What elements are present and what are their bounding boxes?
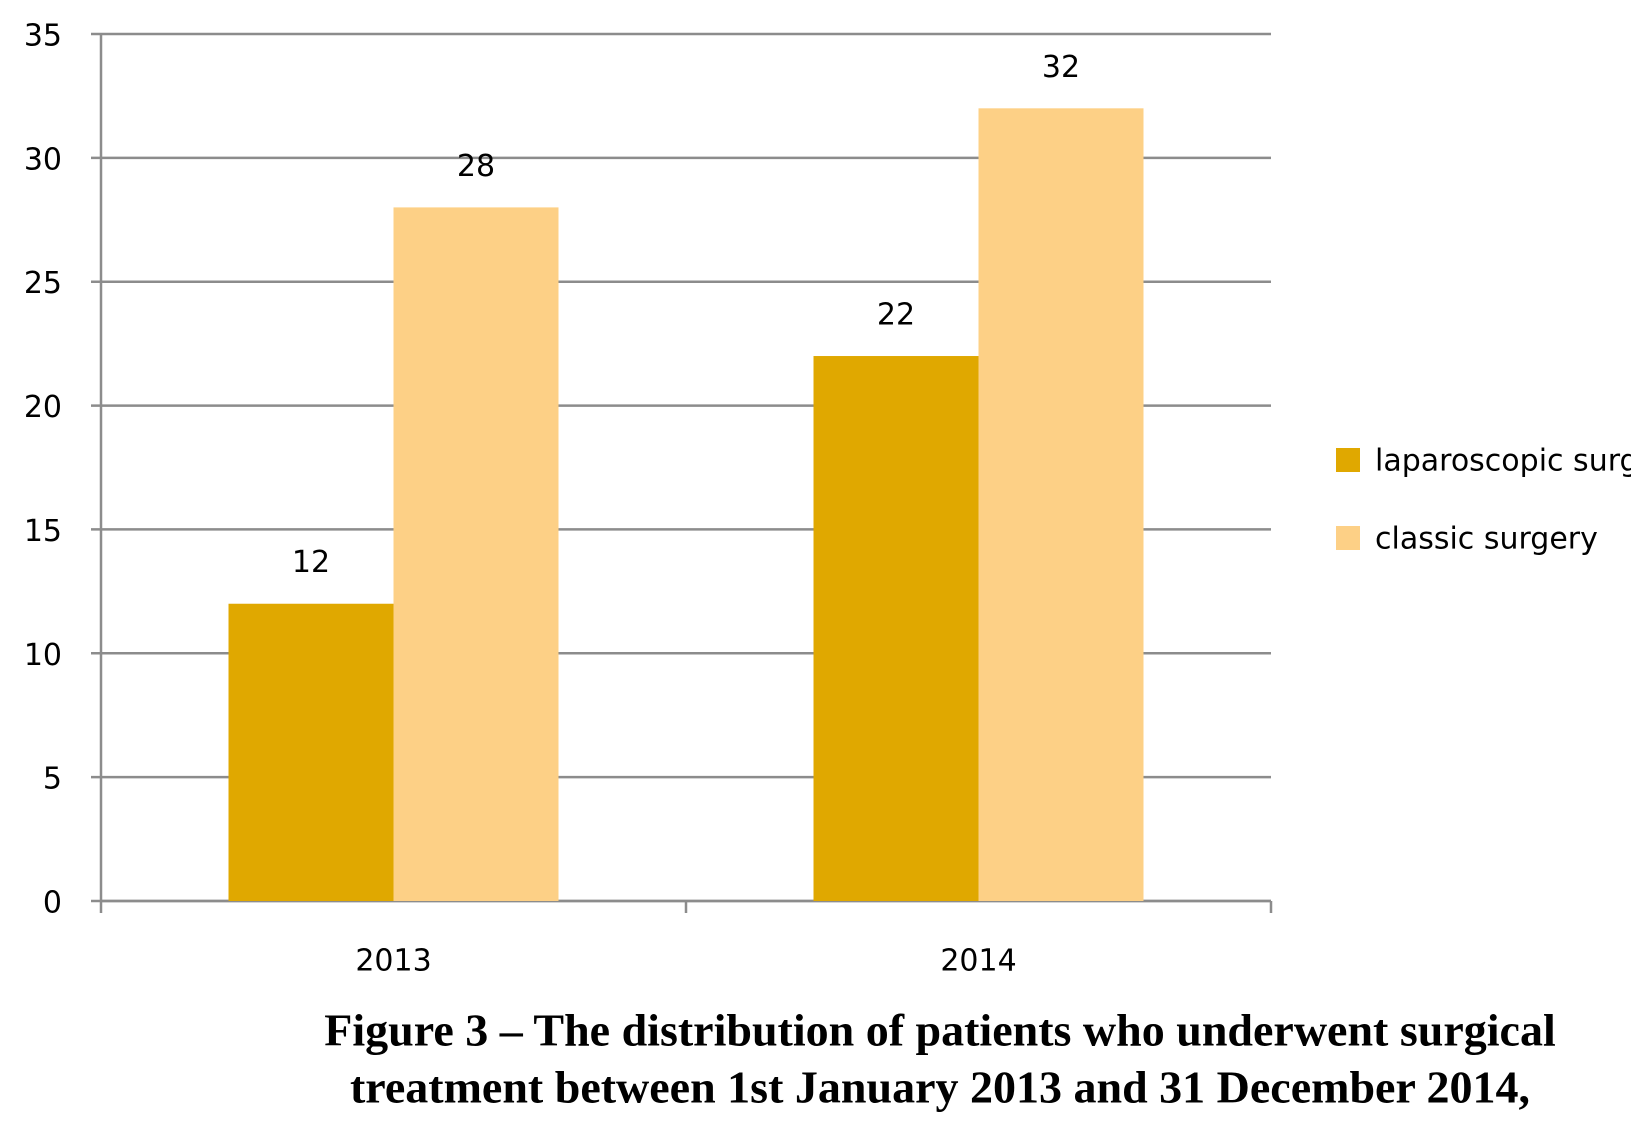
x-tick-label: 2014 xyxy=(940,944,1016,979)
value-label: 22 xyxy=(877,298,915,333)
caption-line: Figure 3 – The distribution of patients … xyxy=(324,1005,1555,1056)
value-label: 12 xyxy=(292,545,330,580)
y-tick-label: 5 xyxy=(43,762,62,797)
legend-label: classic surgery xyxy=(1375,522,1598,557)
legend-label: laparoscopic surgery xyxy=(1375,444,1631,479)
y-tick-label: 20 xyxy=(24,390,62,425)
y-tick-label: 25 xyxy=(24,266,62,301)
value-label: 32 xyxy=(1042,50,1080,85)
y-tick-label: 35 xyxy=(24,19,62,54)
bar xyxy=(978,108,1144,902)
bar xyxy=(813,356,979,901)
legend-swatch xyxy=(1336,526,1360,550)
y-tick-label: 10 xyxy=(24,638,62,673)
y-tick-label: 15 xyxy=(24,514,62,549)
y-tick-label: 0 xyxy=(43,886,62,921)
value-label: 28 xyxy=(457,149,495,184)
x-tick-label: 2013 xyxy=(355,944,431,979)
bar xyxy=(228,603,394,901)
y-tick-label: 30 xyxy=(24,142,62,177)
caption-line: treatment between 1st January 2013 and 3… xyxy=(350,1062,1530,1113)
bar xyxy=(393,207,559,901)
legend-swatch xyxy=(1336,448,1360,472)
